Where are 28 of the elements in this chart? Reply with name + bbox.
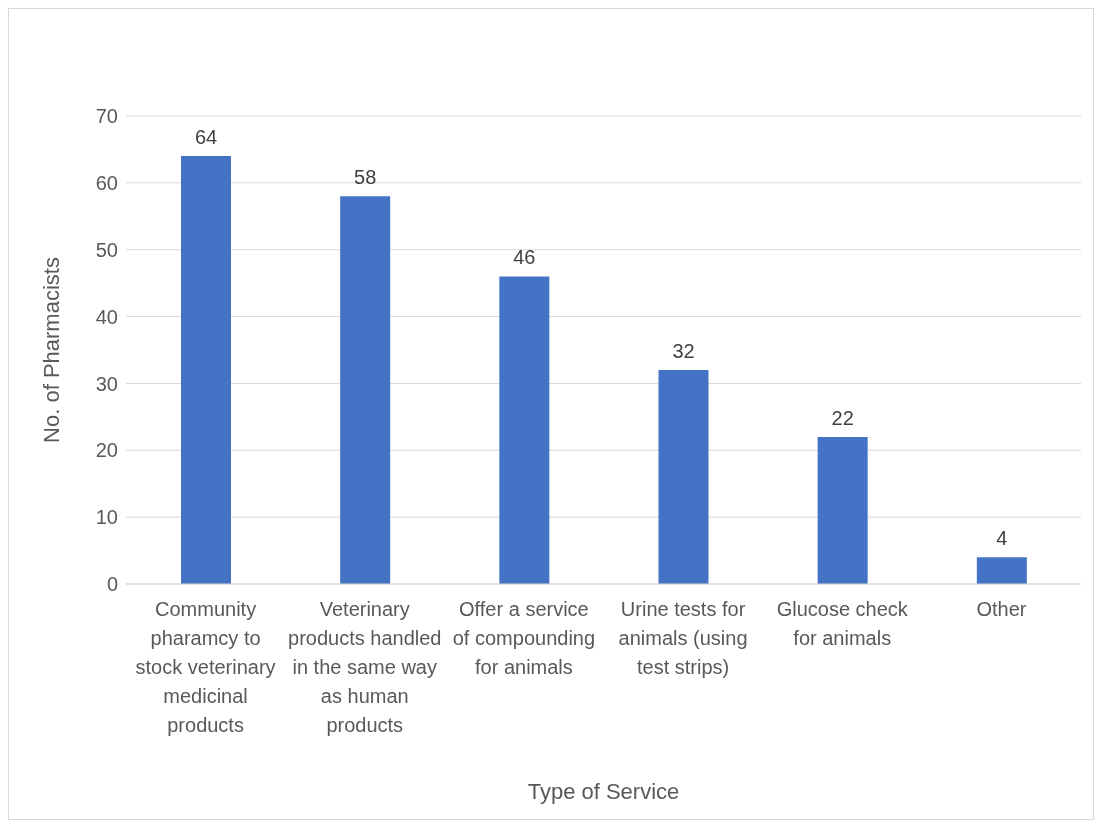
x-tick-label: Community pharamcy to stock veterinary medicinal products [135, 598, 276, 736]
x-tick-label: Offer a service of compounding for animals [452, 598, 596, 678]
data-label: 46 [513, 246, 536, 269]
x-tick-label: Veterinary products handled in the same way as human products [288, 598, 442, 736]
bar [499, 276, 550, 584]
x-tick-label: Glucose check for animals [776, 598, 909, 649]
bar [340, 196, 391, 584]
y-axis-title: No. of Pharmacists [38, 257, 64, 443]
y-tick-label: 0 [106, 573, 118, 596]
x-tick-label: Urine tests for animals (using test strips) [618, 598, 748, 678]
y-tick-label: 40 [95, 305, 118, 328]
data-label: 32 [672, 340, 695, 363]
bar [658, 370, 709, 584]
data-label: 4 [996, 527, 1008, 550]
x-axis-title: Type of Service [527, 779, 680, 804]
x-tick-label: Other [976, 598, 1027, 620]
y-tick-label: 10 [95, 506, 118, 529]
y-tick-label: 70 [95, 105, 118, 128]
bar [181, 156, 231, 584]
data-label: 22 [831, 406, 854, 429]
data-label: 58 [354, 166, 377, 189]
y-tick-label: 30 [95, 372, 118, 395]
y-tick-label: 50 [95, 238, 118, 261]
bar [976, 557, 1027, 584]
data-label: 64 [194, 126, 218, 149]
y-tick-label: 60 [95, 171, 118, 194]
y-tick-label: 20 [95, 439, 118, 462]
bar [817, 436, 868, 584]
